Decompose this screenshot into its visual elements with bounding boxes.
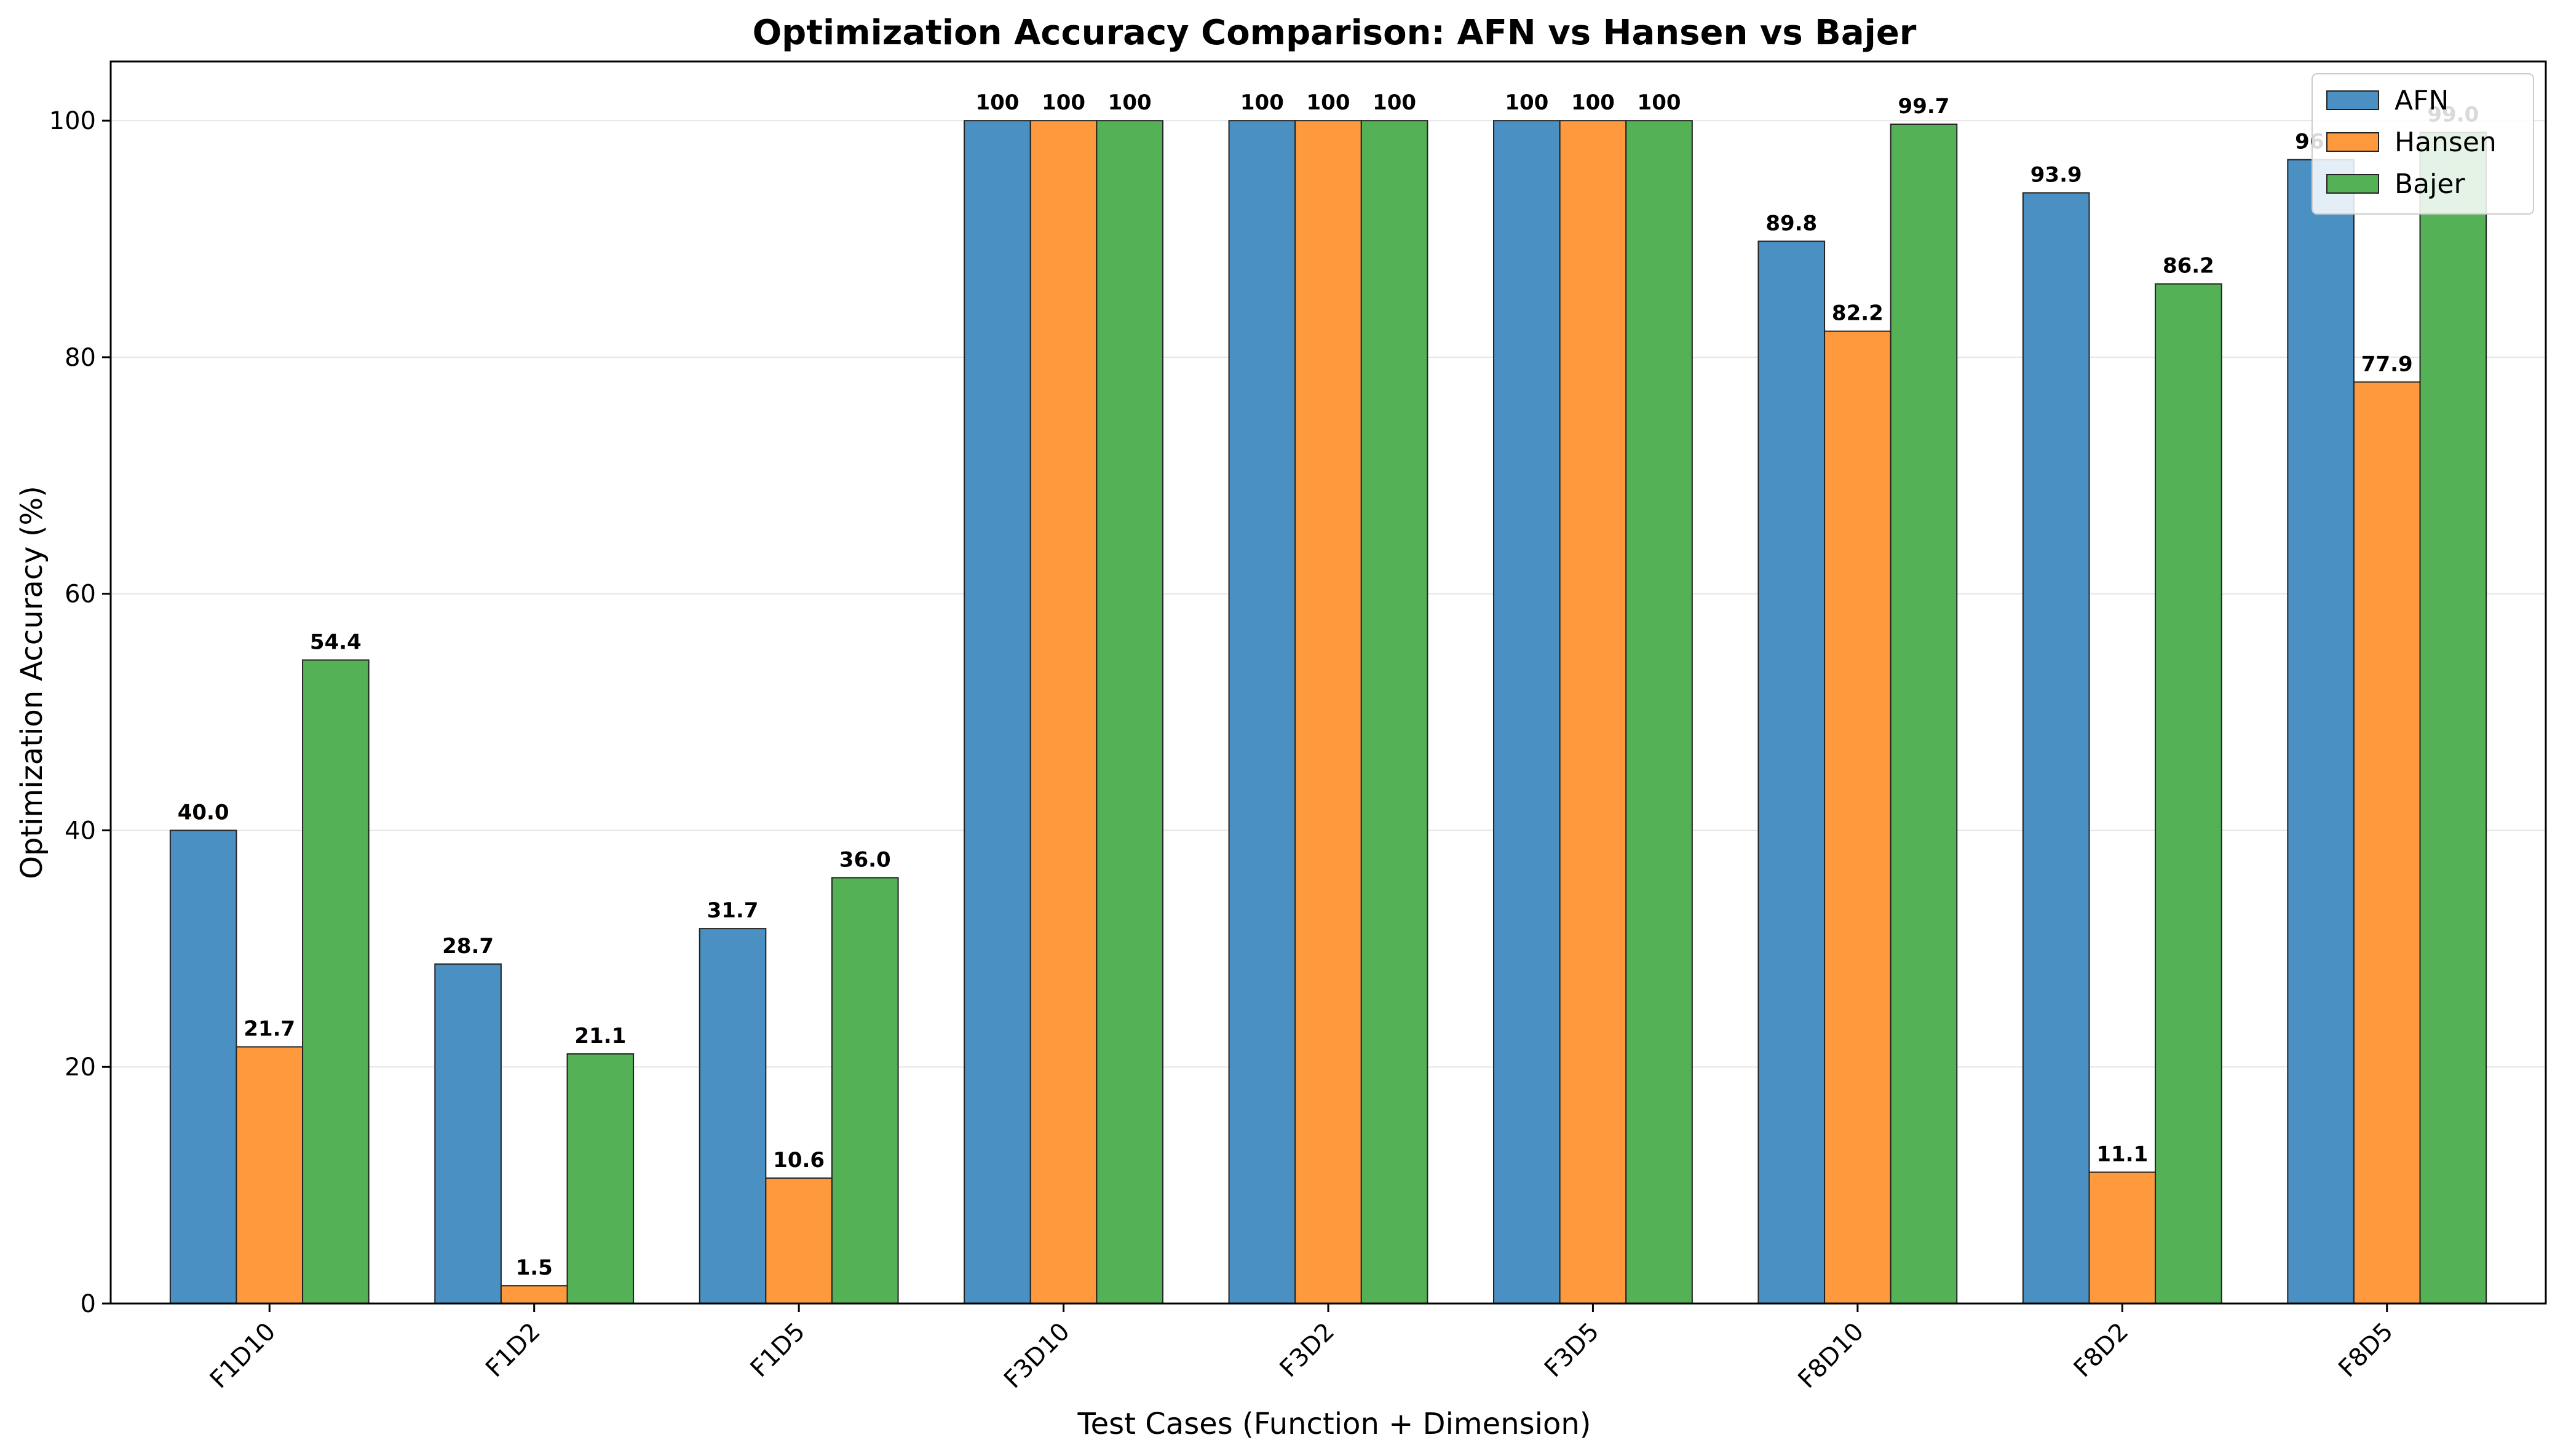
legend-swatch-hansen xyxy=(2326,132,2379,152)
data-label: 100 xyxy=(1108,90,1152,115)
y-tick-label: 60 xyxy=(65,580,96,609)
bar-bajer-f8d5 xyxy=(2419,132,2487,1304)
y-tick-label: 80 xyxy=(65,344,96,372)
legend-label: Bajer xyxy=(2395,168,2465,200)
bar-afn-f1d10 xyxy=(169,829,237,1304)
bar-afn-f3d5 xyxy=(1493,120,1561,1305)
data-label: 31.7 xyxy=(707,898,759,923)
data-label: 54.4 xyxy=(310,630,362,654)
data-label: 11.1 xyxy=(2096,1142,2148,1166)
data-label: 40.0 xyxy=(178,800,229,825)
bar-bajer-f1d5 xyxy=(831,877,899,1304)
bar-bajer-f3d5 xyxy=(1625,120,1693,1305)
y-tick-label: 20 xyxy=(65,1053,96,1082)
data-labels: 40.028.731.710010010089.893.996.721.71.5… xyxy=(178,90,2479,1280)
data-label: 100 xyxy=(1638,90,1681,115)
bar-hansen-f3d2 xyxy=(1294,120,1362,1305)
data-label: 10.6 xyxy=(773,1148,825,1173)
bar-afn-f1d5 xyxy=(699,928,767,1304)
data-label: 77.9 xyxy=(2361,352,2413,376)
data-label: 100 xyxy=(1571,90,1615,115)
legend: AFN Hansen Bajer xyxy=(2311,73,2534,215)
data-label: 1.5 xyxy=(516,1256,553,1280)
bar-afn-f8d10 xyxy=(1757,240,1826,1304)
data-label: 89.8 xyxy=(1765,211,1817,235)
y-axis-label: Optimization Accuracy (%) xyxy=(15,486,49,879)
bar-bajer-f3d10 xyxy=(1096,120,1163,1305)
bar-hansen-f8d5 xyxy=(2353,381,2421,1304)
bar-hansen-f8d2 xyxy=(2088,1171,2157,1305)
data-label: 99.7 xyxy=(1898,94,1950,119)
bar-afn-f3d10 xyxy=(964,120,1031,1305)
bar-afn-f8d5 xyxy=(2287,159,2355,1305)
bar-hansen-f8d10 xyxy=(1824,330,1892,1305)
y-tick-label: 40 xyxy=(65,817,96,845)
data-label: 100 xyxy=(1240,90,1284,115)
bar-hansen-f3d10 xyxy=(1029,120,1098,1305)
bar-bajer-f3d2 xyxy=(1360,120,1428,1305)
legend-swatch-bajer xyxy=(2326,174,2379,194)
bar-bajer-f1d10 xyxy=(302,659,370,1304)
legend-swatch-afn xyxy=(2326,90,2379,110)
data-label: 93.9 xyxy=(2030,163,2082,188)
legend-label: AFN xyxy=(2395,85,2449,116)
data-label: 28.7 xyxy=(442,934,494,959)
bars xyxy=(169,120,2487,1305)
data-label: 36.0 xyxy=(839,847,891,872)
data-label: 100 xyxy=(1042,90,1085,115)
bar-hansen-f3d5 xyxy=(1559,120,1627,1305)
y-tick-label: 100 xyxy=(49,107,96,135)
data-label: 100 xyxy=(1307,90,1350,115)
data-label: 82.2 xyxy=(1832,301,1884,326)
y-tick-label: 0 xyxy=(81,1290,96,1318)
bar-bajer-f8d2 xyxy=(2155,283,2222,1305)
legend-label: Hansen xyxy=(2395,127,2497,158)
bar-bajer-f8d10 xyxy=(1890,123,1958,1304)
bar-afn-f3d2 xyxy=(1228,120,1296,1305)
data-label: 100 xyxy=(975,90,1019,115)
bar-hansen-f1d5 xyxy=(765,1177,833,1304)
bar-afn-f8d2 xyxy=(2022,192,2090,1304)
data-label: 86.2 xyxy=(2163,254,2214,279)
data-label: 21.7 xyxy=(244,1017,295,1042)
bar-hansen-f1d10 xyxy=(236,1046,304,1304)
data-label: 100 xyxy=(1373,90,1416,115)
bar-hansen-f1d2 xyxy=(500,1285,568,1304)
chart-title: Optimization Accuracy Comparison: AFN vs… xyxy=(753,13,1917,53)
data-label: 21.1 xyxy=(574,1024,626,1048)
x-axis-label: Test Cases (Function + Dimension) xyxy=(1077,1407,1591,1441)
bar-bajer-f1d2 xyxy=(566,1053,635,1304)
data-label: 100 xyxy=(1505,90,1548,115)
bar-afn-f1d2 xyxy=(434,963,502,1305)
